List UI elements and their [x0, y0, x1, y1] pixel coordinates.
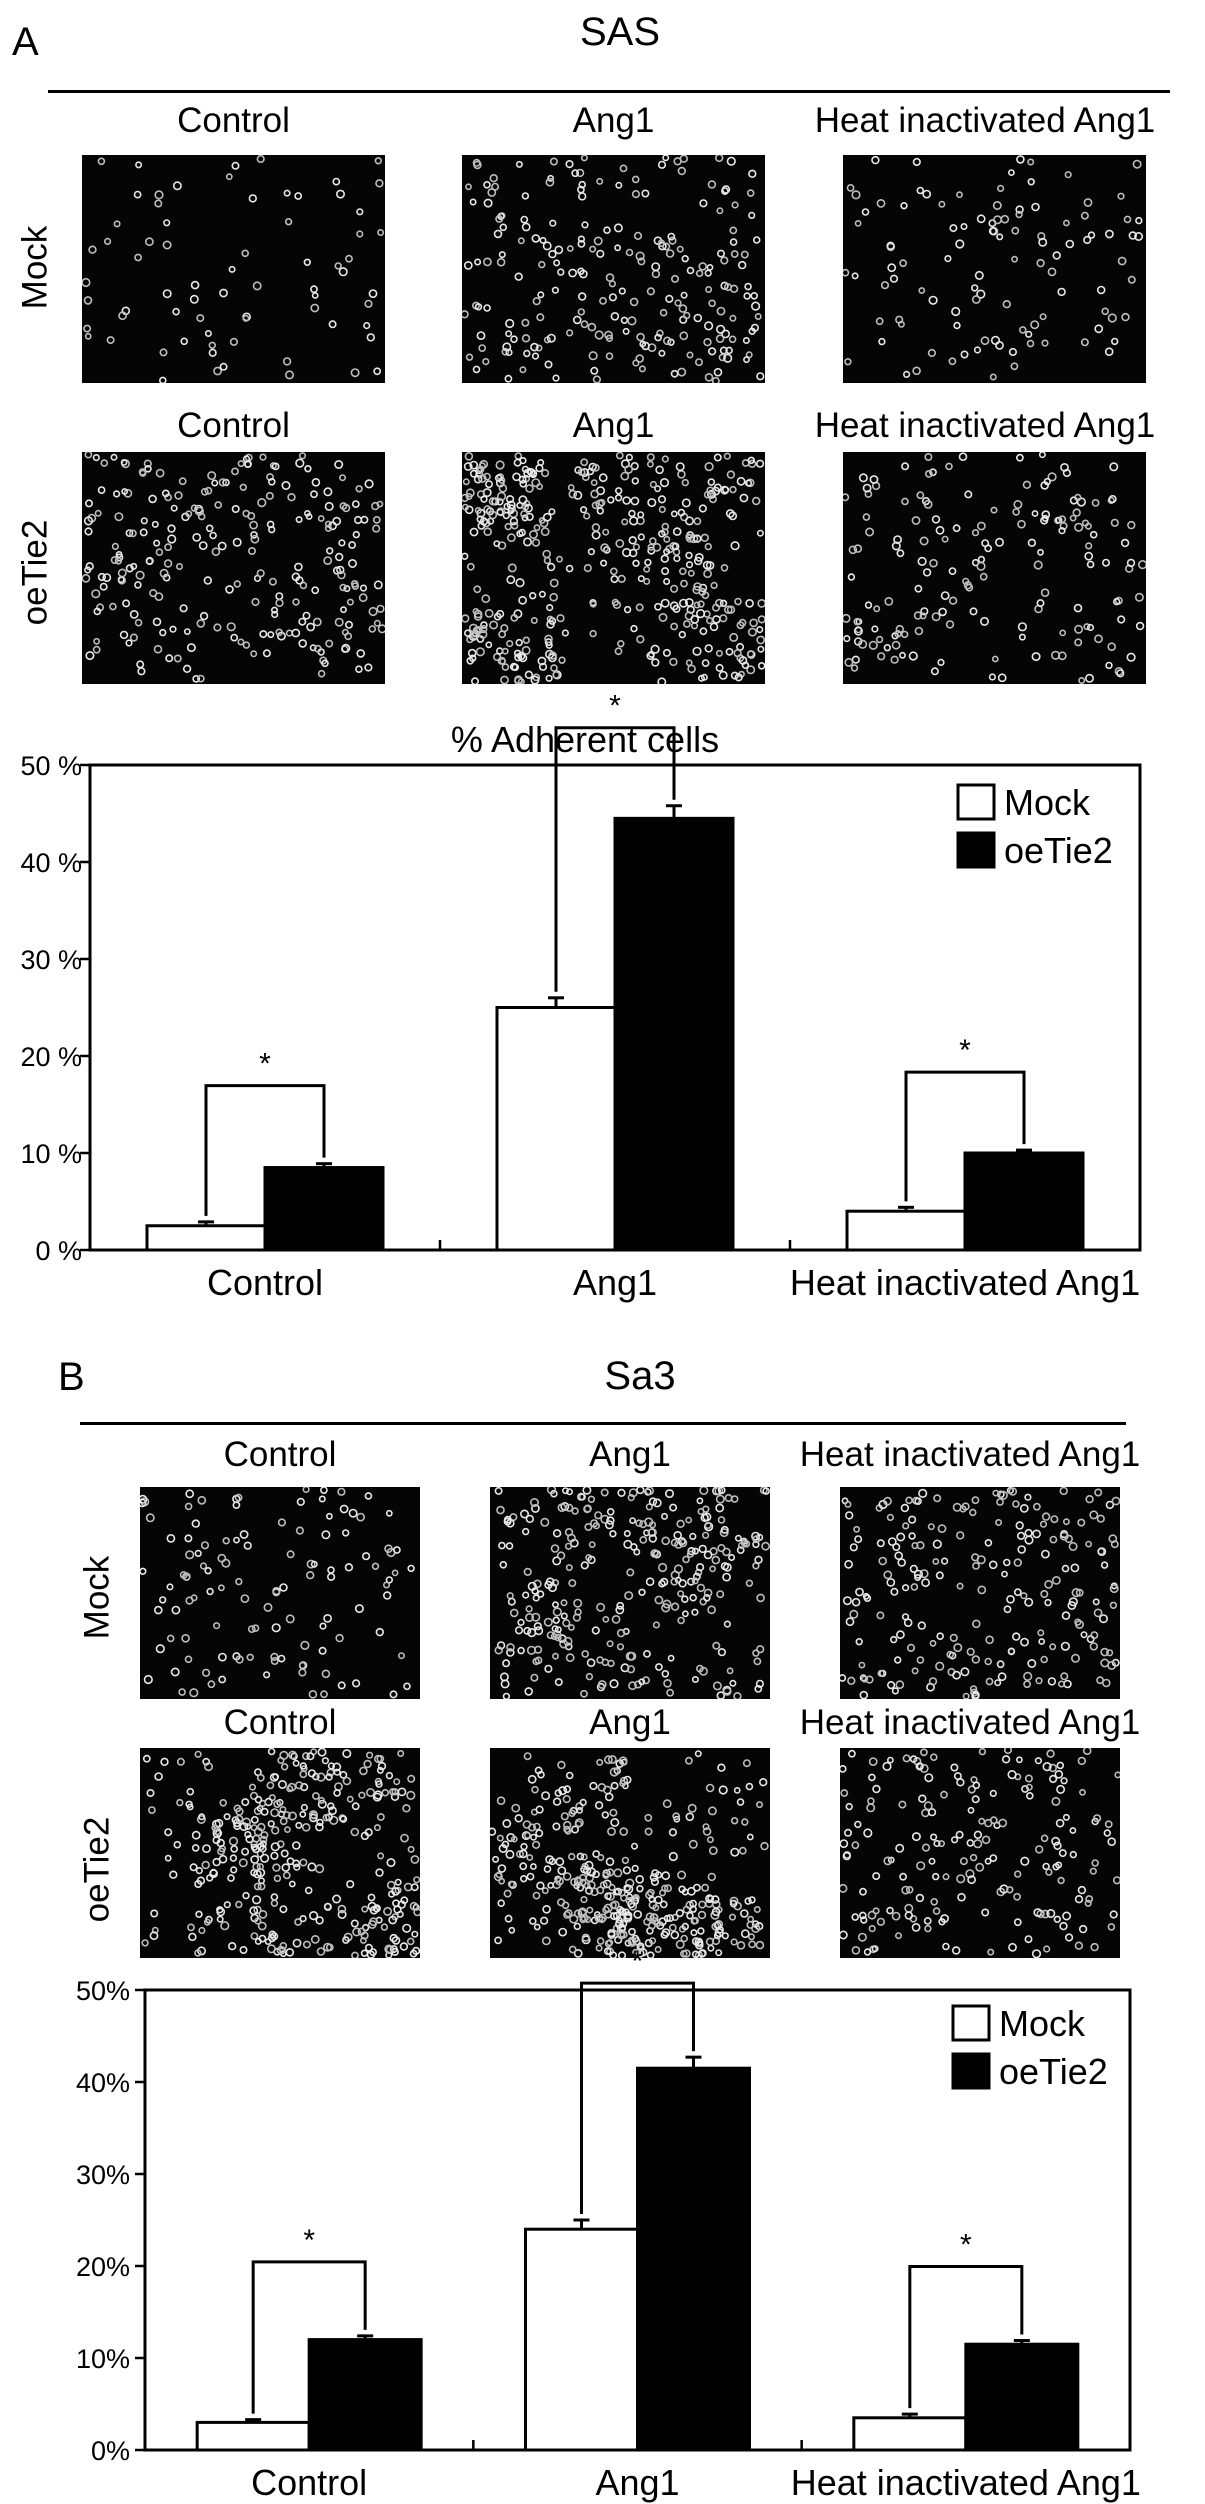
- y-tick-label: 50 %: [20, 751, 82, 781]
- significance-marker: *: [303, 2224, 315, 2257]
- row-label-mock: Mock: [77, 1555, 117, 1640]
- significance-bracket: [204, 1084, 326, 1216]
- y-tick-label: 20 %: [20, 1042, 82, 1072]
- legend-swatch: [951, 2004, 991, 2042]
- column-label-control: Control: [177, 406, 290, 445]
- cell-texture: [462, 452, 765, 684]
- bar: [263, 1166, 385, 1252]
- chart-title: % Adherent cells: [451, 719, 719, 760]
- bar: [845, 1209, 967, 1252]
- column-label-control: Control: [177, 101, 290, 140]
- legend-label: Mock: [1004, 782, 1091, 823]
- significance-bracket: [580, 1981, 695, 2214]
- bar: [524, 2227, 639, 2452]
- x-tick-label: Control: [251, 2462, 367, 2503]
- micrograph-sa3-oetie2-control: [140, 1748, 420, 1958]
- cell-texture: [140, 1487, 415, 1699]
- column-label-heat-inactivated-ang1: Heat inactivated Ang1: [799, 1435, 1141, 1474]
- cell-texture: [840, 1487, 1120, 1699]
- y-tick-label: 0 %: [35, 1236, 82, 1266]
- legend-swatch: [956, 831, 996, 869]
- bar: [307, 2338, 423, 2452]
- column-label-control: Control: [223, 1435, 337, 1474]
- bar: [852, 2416, 968, 2452]
- micrograph-sa3-mock-heat-inactivated-ang1: [840, 1487, 1120, 1699]
- y-tick-label: 30%: [76, 2160, 130, 2190]
- cell-texture: [494, 1487, 770, 1699]
- cell-texture: [462, 155, 765, 383]
- significance-bracket: [251, 2260, 367, 2414]
- bar: [495, 1006, 617, 1252]
- significance-bracket: [904, 1070, 1026, 1202]
- panel-a-rule: [48, 90, 1170, 93]
- column-label-control: Control: [223, 1703, 337, 1742]
- y-tick-label: 10%: [76, 2344, 130, 2374]
- plot-frame: [143, 1988, 1132, 2452]
- cell-texture: [490, 1750, 769, 1958]
- column-label-heat-inactivated-ang1: Heat inactivated Ang1: [814, 406, 1156, 445]
- x-tick-label: Heat inactivated Ang1: [791, 2462, 1141, 2503]
- panel-b-rule: [80, 1422, 1126, 1425]
- column-label-heat-inactivated-ang1: Heat inactivated Ang1: [799, 1703, 1141, 1742]
- bar: [145, 1224, 267, 1252]
- x-tick-label: Heat inactivated Ang1: [790, 1262, 1140, 1303]
- micrograph-sa3-oetie2-ang1: [490, 1748, 770, 1958]
- x-tick-label: Control: [207, 1262, 323, 1303]
- row-label-oetie2: oeTie2: [77, 1816, 117, 1923]
- micrograph-sas-mock-ang1: [462, 155, 765, 383]
- micrograph-sas-oetie2-heat-inactivated-ang1: [843, 452, 1146, 684]
- cell-texture: [843, 155, 1144, 381]
- legend-label: oeTie2: [1004, 830, 1113, 871]
- row-label-mock: Mock: [15, 225, 55, 310]
- panel-a-letter: A: [12, 20, 39, 64]
- micrograph-sa3-oetie2-heat-inactivated-ang1: [840, 1748, 1120, 1958]
- cell-texture: [82, 452, 385, 683]
- panel-b-letter: B: [58, 1355, 85, 1399]
- significance-marker: *: [259, 1048, 271, 1081]
- significance-marker: *: [960, 2229, 972, 2262]
- panel-b-title: Sa3: [604, 1354, 676, 1398]
- micrograph-sas-oetie2-ang1: [462, 452, 765, 684]
- legend-label: Mock: [999, 2003, 1086, 2044]
- micrograph-sas-mock-control: [82, 155, 385, 383]
- micrograph-sa3-mock-ang1: [490, 1487, 770, 1699]
- cell-texture: [840, 1748, 1120, 1958]
- micrograph-sas-oetie2-control: [82, 452, 385, 684]
- column-label-ang1: Ang1: [589, 1703, 671, 1742]
- significance-bracket: [554, 726, 676, 992]
- y-tick-label: 10 %: [20, 1139, 82, 1169]
- column-label-ang1: Ang1: [572, 406, 655, 445]
- y-tick-label: 30 %: [20, 945, 82, 975]
- legend-label: oeTie2: [999, 2051, 1108, 2092]
- x-tick-label: Ang1: [573, 1262, 657, 1303]
- panel-a-title: SAS: [579, 10, 661, 54]
- bar: [195, 2420, 311, 2452]
- bar: [964, 2342, 1080, 2452]
- legend-swatch: [951, 2052, 991, 2090]
- y-tick-label: 0%: [91, 2436, 130, 2466]
- bar: [963, 1151, 1085, 1252]
- y-tick-label: 20%: [76, 2252, 130, 2282]
- y-tick-label: 40 %: [20, 848, 82, 878]
- row-label-oetie2: oeTie2: [15, 519, 55, 626]
- significance-marker: *: [609, 690, 621, 723]
- micrograph-sas-mock-heat-inactivated-ang1: [843, 155, 1146, 383]
- column-label-ang1: Ang1: [589, 1435, 671, 1474]
- micrograph-sa3-mock-control: [140, 1487, 420, 1699]
- bar: [636, 2066, 751, 2452]
- legend-swatch: [956, 783, 996, 821]
- column-label-ang1: Ang1: [572, 101, 655, 140]
- column-label-heat-inactivated-ang1: Heat inactivated Ang1: [814, 101, 1156, 140]
- cell-texture: [141, 1748, 420, 1958]
- plot-frame: [88, 763, 1142, 1252]
- cell-texture: [843, 452, 1146, 684]
- cell-texture: [82, 155, 385, 383]
- significance-bracket: [908, 2265, 1024, 2409]
- x-tick-label: Ang1: [595, 2462, 679, 2503]
- bar: [613, 816, 735, 1252]
- y-tick-label: 40%: [76, 2068, 130, 2098]
- y-tick-label: 50%: [76, 1976, 130, 2006]
- significance-marker: *: [959, 1034, 971, 1067]
